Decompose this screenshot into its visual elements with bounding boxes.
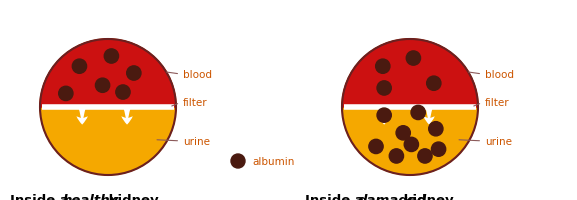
Circle shape [72,60,87,74]
Circle shape [116,85,130,100]
Circle shape [418,149,432,163]
Text: filter: filter [172,97,208,107]
Circle shape [396,126,410,140]
Circle shape [95,79,110,93]
Circle shape [432,142,445,157]
Text: Inside a: Inside a [305,193,369,200]
Circle shape [342,40,478,175]
Circle shape [389,149,403,163]
Text: urine: urine [459,136,512,146]
Circle shape [104,50,118,64]
Circle shape [369,140,383,154]
Text: kidney: kidney [399,193,454,200]
Circle shape [231,154,245,168]
Wedge shape [40,40,176,107]
Circle shape [404,138,418,152]
Text: healthy: healthy [63,193,119,200]
Circle shape [376,60,390,74]
Text: albumin: albumin [252,156,294,166]
Text: filter: filter [474,97,509,107]
Circle shape [377,108,391,123]
Text: blood: blood [167,70,212,80]
Text: kidney: kidney [104,193,159,200]
Circle shape [377,81,391,96]
Circle shape [406,52,421,66]
Circle shape [426,77,441,91]
Text: Inside a: Inside a [10,193,73,200]
Text: urine: urine [157,136,210,146]
Circle shape [59,87,73,101]
Circle shape [411,106,425,120]
Text: damaged: damaged [358,193,427,200]
Wedge shape [342,40,478,107]
Circle shape [127,67,141,81]
Circle shape [429,122,443,136]
Circle shape [40,40,176,175]
Text: blood: blood [469,70,514,80]
